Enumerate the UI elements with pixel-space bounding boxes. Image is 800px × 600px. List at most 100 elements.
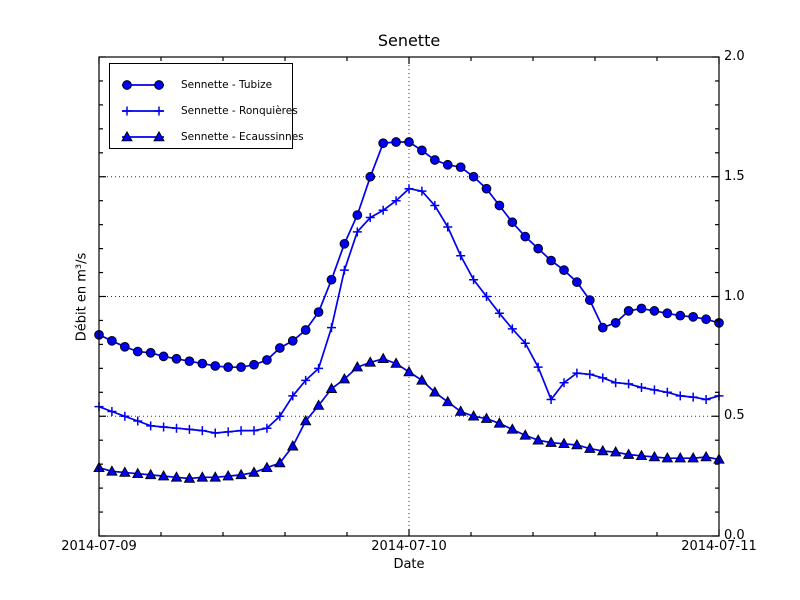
plus-marker-icon [611, 378, 621, 388]
triangle-marker-icon [674, 452, 687, 463]
plus-marker-icon [275, 411, 285, 421]
triangle-marker-icon [584, 442, 596, 453]
triangle-marker-icon [480, 412, 493, 423]
circle-marker-icon [122, 80, 132, 90]
circle-marker-icon [546, 255, 556, 266]
plus-marker-line-icon [122, 106, 164, 116]
triangle-marker-icon [558, 437, 570, 449]
plus-marker-icon [352, 227, 362, 237]
circle-marker-icon [352, 210, 363, 220]
plus-marker-icon [133, 416, 143, 426]
plus-marker-icon [430, 200, 440, 210]
triangle-marker-icon [377, 352, 389, 364]
circle-marker-icon [107, 335, 117, 346]
plus-marker-icon [120, 411, 130, 421]
circle-marker-icon [675, 310, 686, 321]
triangle-marker-line-icon [121, 130, 165, 142]
plus-marker-icon [533, 362, 543, 372]
plus-marker-icon [559, 378, 569, 388]
plus-marker-icon [378, 205, 388, 215]
circle-marker-icon [197, 358, 208, 369]
circle-marker-icon [520, 231, 531, 242]
triangle-marker-icon [338, 373, 351, 384]
plus-marker-icon [404, 184, 414, 194]
circle-marker-icon [662, 308, 673, 319]
plus-marker-icon [107, 406, 117, 416]
plus-marker-icon [249, 426, 259, 436]
triangle-marker-icon [687, 452, 699, 463]
plus-marker-icon [624, 379, 634, 389]
circle-marker-icon [119, 341, 130, 352]
plus-marker-icon [443, 222, 453, 232]
circle-marker-icon [378, 138, 389, 149]
y-tick-label: 1.5 [724, 168, 745, 184]
circle-marker-icon [313, 307, 324, 317]
plus-marker-icon [546, 394, 556, 404]
circle-marker-icon [154, 80, 164, 90]
triangle-marker-icon [119, 466, 131, 477]
plus-marker-icon [482, 292, 491, 301]
circle-marker-icon [533, 243, 544, 254]
plus-marker-icon [210, 428, 220, 438]
triangle-marker-icon [274, 456, 286, 468]
legend-item-tubize: Sennette - Tubize [110, 72, 292, 98]
circle-marker-icon [339, 238, 350, 249]
y-axis-label: Débit en m³/s [74, 252, 90, 342]
triangle-marker-icon [390, 357, 402, 368]
y-tick-label: 0.5 [724, 408, 745, 424]
triangle-marker-icon [235, 468, 247, 480]
series-circle [94, 137, 724, 373]
plus-marker-icon [365, 212, 375, 222]
legend: Sennette - Tubize Sennette - Ronquières … [109, 63, 304, 149]
triangle-marker-icon [661, 452, 674, 463]
legend-label: Sennette - Tubize [181, 79, 273, 91]
circle-marker-icon [468, 171, 479, 182]
plus-marker-icon [456, 251, 466, 261]
circle-marker-icon [287, 335, 298, 346]
circle-marker-icon [597, 322, 608, 333]
triangle-marker-icon [131, 467, 144, 478]
circle-marker-icon [701, 314, 711, 325]
circle-marker-icon [584, 295, 595, 305]
circle-marker-icon [610, 317, 621, 328]
triangle-marker-icon [635, 449, 648, 461]
triangle-marker-icon [222, 469, 234, 481]
x-tick-label: 2014-07-11 [681, 539, 757, 554]
circle-marker-icon [262, 355, 272, 365]
circle-marker-icon [507, 217, 518, 228]
circle-marker-icon [649, 306, 660, 316]
x-axis-label: Date [393, 557, 425, 572]
triangle-marker-icon [441, 395, 454, 407]
circle-marker-icon [365, 171, 376, 182]
circle-marker-icon [391, 137, 401, 147]
plus-marker-icon [507, 324, 517, 334]
triangle-marker-icon [648, 450, 661, 462]
plus-marker-icon [701, 394, 711, 404]
plus-marker-icon [236, 426, 246, 436]
circle-marker-icon [636, 303, 647, 314]
plus-marker-icon [288, 391, 298, 401]
triangle-marker-icon [596, 444, 609, 456]
plus-marker-icon [572, 368, 582, 378]
triangle-marker-icon [454, 405, 467, 416]
triangle-marker-icon [286, 440, 299, 451]
x-tick-label: 2014-07-10 [371, 539, 447, 554]
plus-marker-icon [172, 423, 181, 433]
legend-label: Sennette - Ecaussinnes [181, 131, 304, 143]
circle-marker-icon [442, 159, 453, 170]
triangle-marker-icon [209, 471, 222, 482]
circle-marker-icon [429, 155, 440, 165]
plus-marker-icon [494, 308, 504, 318]
circle-marker-icon [559, 265, 569, 276]
triangle-marker-icon [261, 461, 273, 472]
plus-marker-icon [675, 391, 685, 401]
triangle-marker-icon [121, 130, 133, 142]
plus-marker-icon [688, 392, 698, 402]
triangle-marker-icon [545, 436, 557, 447]
plus-marker-icon [417, 186, 427, 196]
plus-marker-icon [391, 196, 401, 206]
triangle-marker-icon [622, 448, 635, 459]
circle-marker-icon [326, 274, 337, 285]
